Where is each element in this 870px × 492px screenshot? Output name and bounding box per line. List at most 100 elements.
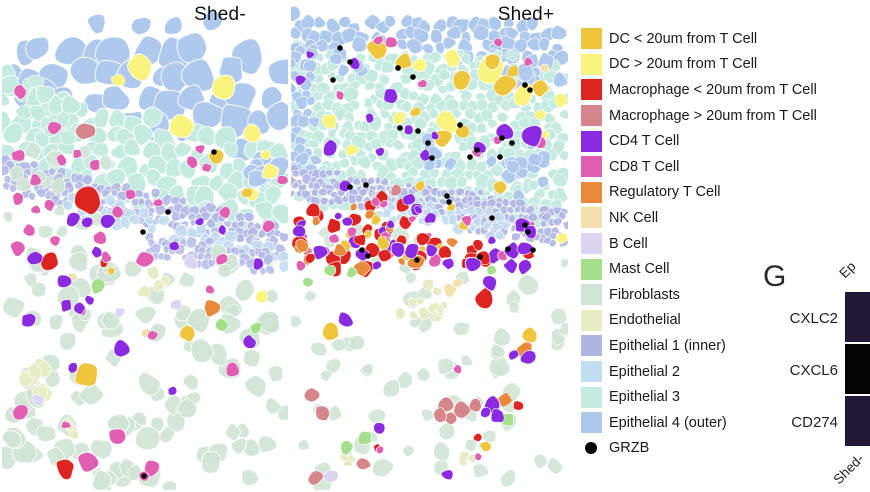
legend-item-bcell: B Cell: [581, 231, 817, 257]
legend-item-epi2: Epithelial 2: [581, 359, 817, 385]
legend-item-dc_near: DC < 20um from T Cell: [581, 26, 817, 52]
panel-title-shed-plus: Shed+: [497, 4, 555, 25]
legend-item-epi3: Epithelial 3: [581, 384, 817, 410]
grzb-dot-icon: [165, 209, 171, 215]
legend-label: Epithelial 3: [609, 389, 680, 406]
legend-swatch-mac_far: [581, 105, 602, 127]
legend-label: CD4 T Cell: [609, 133, 680, 150]
layer-epi4-band: [291, 6, 568, 67]
grzb-dot-icon: [527, 87, 533, 93]
grzb-dot-icon: [410, 74, 416, 80]
legend-swatch-cd4: [581, 130, 602, 152]
legend-item-cd4: CD4 T Cell: [581, 128, 817, 154]
heatmap: [845, 292, 870, 448]
grzb-dot-icon: [522, 222, 528, 228]
tissue-panel-shed-plus: [291, 6, 568, 490]
legend-swatch-treg: [581, 181, 602, 203]
legend-swatch-epi1: [581, 335, 602, 357]
tissue-panel-shed-minus: [2, 9, 288, 490]
grzb-dot-icon: [365, 253, 371, 259]
grzb-dot-icon: [425, 140, 431, 146]
legend-item-treg: Regulatory T Cell: [581, 180, 817, 206]
legend-swatch-mac_near: [581, 79, 602, 101]
panel-title-shed-minus: Shed-: [194, 4, 246, 25]
layer-cd4-scatter: [296, 193, 423, 236]
grzb-dot-icon: [457, 122, 463, 128]
legend-swatch-cd8: [581, 156, 602, 178]
legend-item-endo: Endothelial: [581, 308, 817, 334]
legend-label: NK Cell: [609, 209, 659, 226]
legend-swatch-epi4: [581, 412, 602, 434]
grzb-dot-icon: [497, 154, 503, 160]
legend-swatch-dc_near: [581, 28, 602, 50]
layer-endo-cluster: [395, 278, 443, 321]
layer-epi4-band: [291, 41, 323, 178]
grzb-dot-icon: [359, 247, 365, 253]
grzb-dot-icon: [467, 154, 473, 160]
heatmap-cell-cxcl6: [845, 344, 870, 394]
grzb-dot-icon: [522, 82, 528, 88]
legend-label: Epithelial 1 (inner): [609, 337, 726, 354]
legend-label: Epithelial 2: [609, 363, 680, 380]
grzb-dot-icon: [477, 254, 483, 260]
legend-item-nk: NK Cell: [581, 205, 817, 231]
legend-item-fibro: Fibroblasts: [581, 282, 817, 308]
legend-swatch-epi3: [581, 386, 602, 408]
feature-cells: [292, 35, 568, 486]
grzb-dot-icon: [363, 182, 369, 188]
feature-cells: [10, 53, 288, 482]
grzb-dots: [140, 149, 217, 479]
grzb-dot-icon: [414, 257, 420, 263]
grzb-dot-icon: [141, 473, 147, 479]
grzb-dot-icon: [140, 229, 146, 235]
grzb-dot-icon: [415, 128, 421, 134]
heatmap-row-label-cxlc2: CXLC2: [789, 310, 838, 327]
legend-item-cd8: CD8 T Cell: [581, 154, 817, 180]
grzb-dot-icon: [429, 155, 435, 161]
layer-endo-cluster: [18, 357, 54, 403]
grzb-dot-icon: [530, 247, 536, 253]
legend-item-mac_far: Macrophage > 20um from T Cell: [581, 103, 817, 129]
legend-item-epi4: Epithelial 4 (outer): [581, 410, 817, 436]
legend-label: GRZB: [609, 440, 650, 457]
heatmap-cell-cd274: [845, 396, 870, 446]
legend-label: Mast Cell: [609, 261, 670, 278]
grzb-dot-icon: [499, 135, 505, 141]
grzb-dot-icon: [525, 229, 531, 235]
legend-label: DC < 20um from T Cell: [609, 30, 758, 47]
legend-label: B Cell: [609, 235, 648, 252]
layer-endo-cluster: [457, 451, 477, 467]
legend-swatch-nk: [581, 207, 602, 229]
legend-swatch-bcell: [581, 233, 602, 255]
grzb-dot-icon: [585, 442, 597, 455]
layer-fibro-scatter: [291, 260, 568, 490]
heatmap-cell-cxlc2: [845, 292, 870, 342]
heatmap-row-label-cd274: CD274: [791, 414, 838, 431]
grzb-dot-icon: [474, 147, 480, 153]
grzb-dot-icon: [330, 77, 336, 83]
legend-label: CD8 T Cell: [609, 158, 680, 175]
legend-swatch-epi2: [581, 361, 602, 383]
layer-epi4-scatter: [86, 9, 224, 36]
legend-label: Epithelial 4 (outer): [609, 414, 727, 431]
grzb-dot-icon: [347, 59, 353, 65]
legend-label: Fibroblasts: [609, 286, 680, 303]
legend-item-mac_near: Macrophage < 20um from T Cell: [581, 77, 817, 103]
grzb-dot-icon: [211, 149, 217, 155]
grzb-dots: [330, 45, 536, 263]
legend-item-grzb: GRZB: [581, 436, 817, 462]
legend-label: Regulatory T Cell: [609, 184, 721, 201]
grzb-dot-icon: [505, 246, 511, 252]
legend-swatch-mast: [581, 258, 602, 280]
legend-item-dc_far: DC > 20um from T Cell: [581, 52, 817, 78]
legend-swatch-dc_far: [581, 53, 602, 75]
layer-endo-cluster: [339, 452, 356, 467]
grzb-dot-icon: [347, 184, 353, 190]
legend: DC < 20um from T Cell DC > 20um from T Ce…: [581, 26, 817, 461]
heatmap-panel-letter: G: [763, 260, 787, 293]
grzb-dot-icon: [395, 65, 401, 71]
grzb-dot-icon: [489, 215, 495, 221]
legend-label: Macrophage < 20um from T Cell: [609, 81, 817, 98]
